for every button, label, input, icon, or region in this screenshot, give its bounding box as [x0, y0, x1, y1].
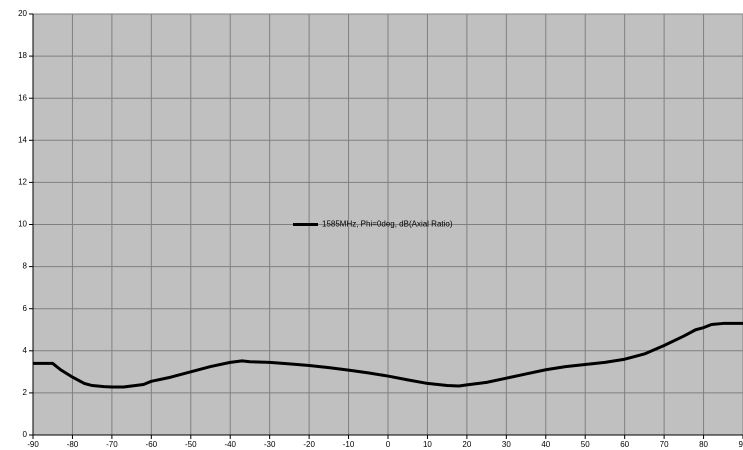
x-tick-label: -30 [264, 440, 276, 449]
x-tick-label: -60 [146, 440, 158, 449]
y-tick-label: 10 [18, 220, 27, 229]
x-tick-label: 40 [541, 440, 550, 449]
legend-label: 1585MHz, Phi=0deg, dB(Axial Ratio) [322, 220, 453, 229]
x-tick-label: 0 [386, 440, 391, 449]
x-tick-label: 20 [462, 440, 471, 449]
x-tick-label: -80 [67, 440, 79, 449]
x-tick-label: 80 [699, 440, 708, 449]
x-tick-label: -50 [185, 440, 197, 449]
x-tick-label: -70 [106, 440, 118, 449]
x-tick-label: 60 [620, 440, 629, 449]
y-tick-label: 0 [23, 430, 28, 439]
y-tick-label: 6 [23, 304, 28, 313]
y-tick-label: 20 [18, 9, 27, 18]
y-tick-label: 2 [23, 388, 28, 397]
data-line [33, 321, 743, 389]
x-tick-label: -40 [224, 440, 236, 449]
y-tick-label: 18 [18, 51, 27, 60]
y-tick-label: 12 [18, 178, 27, 187]
y-tick-label: 8 [23, 262, 28, 271]
x-tick-label: 10 [423, 440, 432, 449]
x-tick-label: 70 [660, 440, 669, 449]
y-tick-label: 4 [23, 346, 28, 355]
x-tick-label: -20 [303, 440, 315, 449]
x-tick-label: -90 [27, 440, 39, 449]
y-tick-label: 14 [18, 135, 27, 144]
x-tick-label: 50 [581, 440, 590, 449]
y-tick-label: 16 [18, 93, 27, 102]
x-tick-label: 90 [739, 440, 743, 449]
x-tick-label: 30 [502, 440, 511, 449]
x-tick-label: -10 [343, 440, 355, 449]
